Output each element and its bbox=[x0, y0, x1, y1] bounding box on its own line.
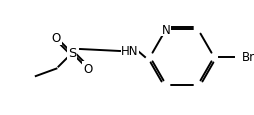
Text: O: O bbox=[52, 32, 61, 45]
Text: HN: HN bbox=[121, 45, 138, 58]
Text: Br: Br bbox=[241, 51, 254, 64]
Text: S: S bbox=[68, 47, 76, 60]
Text: O: O bbox=[83, 63, 92, 75]
Text: N: N bbox=[161, 24, 170, 36]
